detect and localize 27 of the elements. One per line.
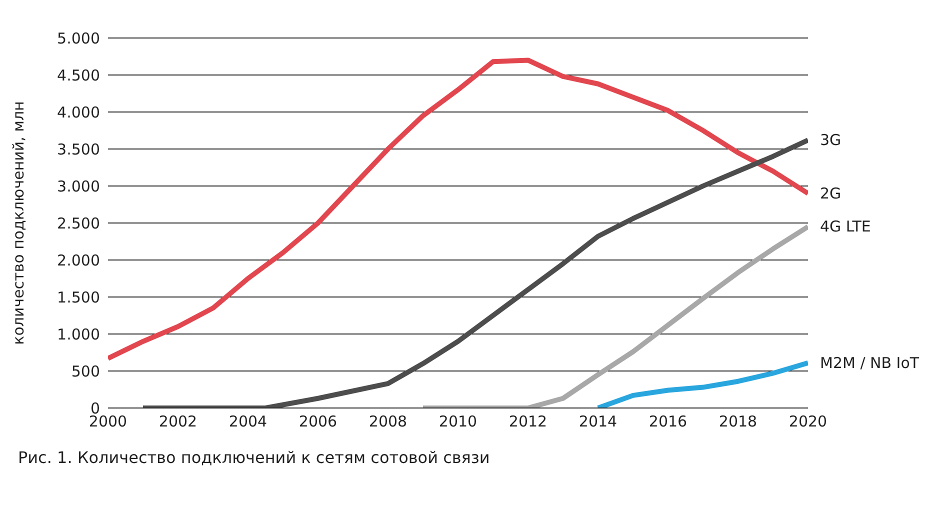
y-tick-label: 3.000 — [57, 177, 100, 196]
y-tick-label: 1.500 — [57, 288, 100, 306]
y-tick-label: 2.000 — [57, 251, 100, 270]
series-label: 4G LTE — [820, 218, 871, 236]
y-tick-label: 5.000 — [57, 29, 100, 48]
y-axis-title: количество подключений, млн — [9, 101, 28, 345]
text: Рис. 1. Количество подключений к сетям сотовой связи — [18, 448, 491, 467]
x-tick-label: 2014 — [578, 412, 618, 431]
x-tick-label: 2000 — [88, 412, 128, 431]
x-tick-label: 2018 — [718, 412, 758, 431]
y-tick-label: 4.500 — [57, 66, 100, 84]
x-tick-label: 2010 — [438, 412, 478, 431]
y-tick-label: 1.000 — [57, 325, 100, 344]
series-label: 3G — [820, 131, 842, 150]
y-tick-label: 4.000 — [57, 103, 100, 122]
y-tick-label: 2.500 — [57, 214, 100, 232]
x-tick-label: 2004 — [228, 412, 268, 431]
x-tick-label: 2012 — [508, 412, 548, 431]
x-tick-label: 2006 — [298, 412, 338, 431]
series-label: M2M / NB IoT — [820, 354, 920, 372]
y-tick-label: 3.500 — [57, 140, 100, 158]
x-tick-label: 2020 — [788, 412, 828, 431]
x-tick-label: 2002 — [158, 412, 198, 431]
x-tick-label: 2008 — [368, 412, 408, 431]
series-label: 2G — [820, 184, 842, 202]
x-tick-label: 2016 — [648, 412, 688, 431]
y-tick-label: 500 — [71, 362, 100, 380]
